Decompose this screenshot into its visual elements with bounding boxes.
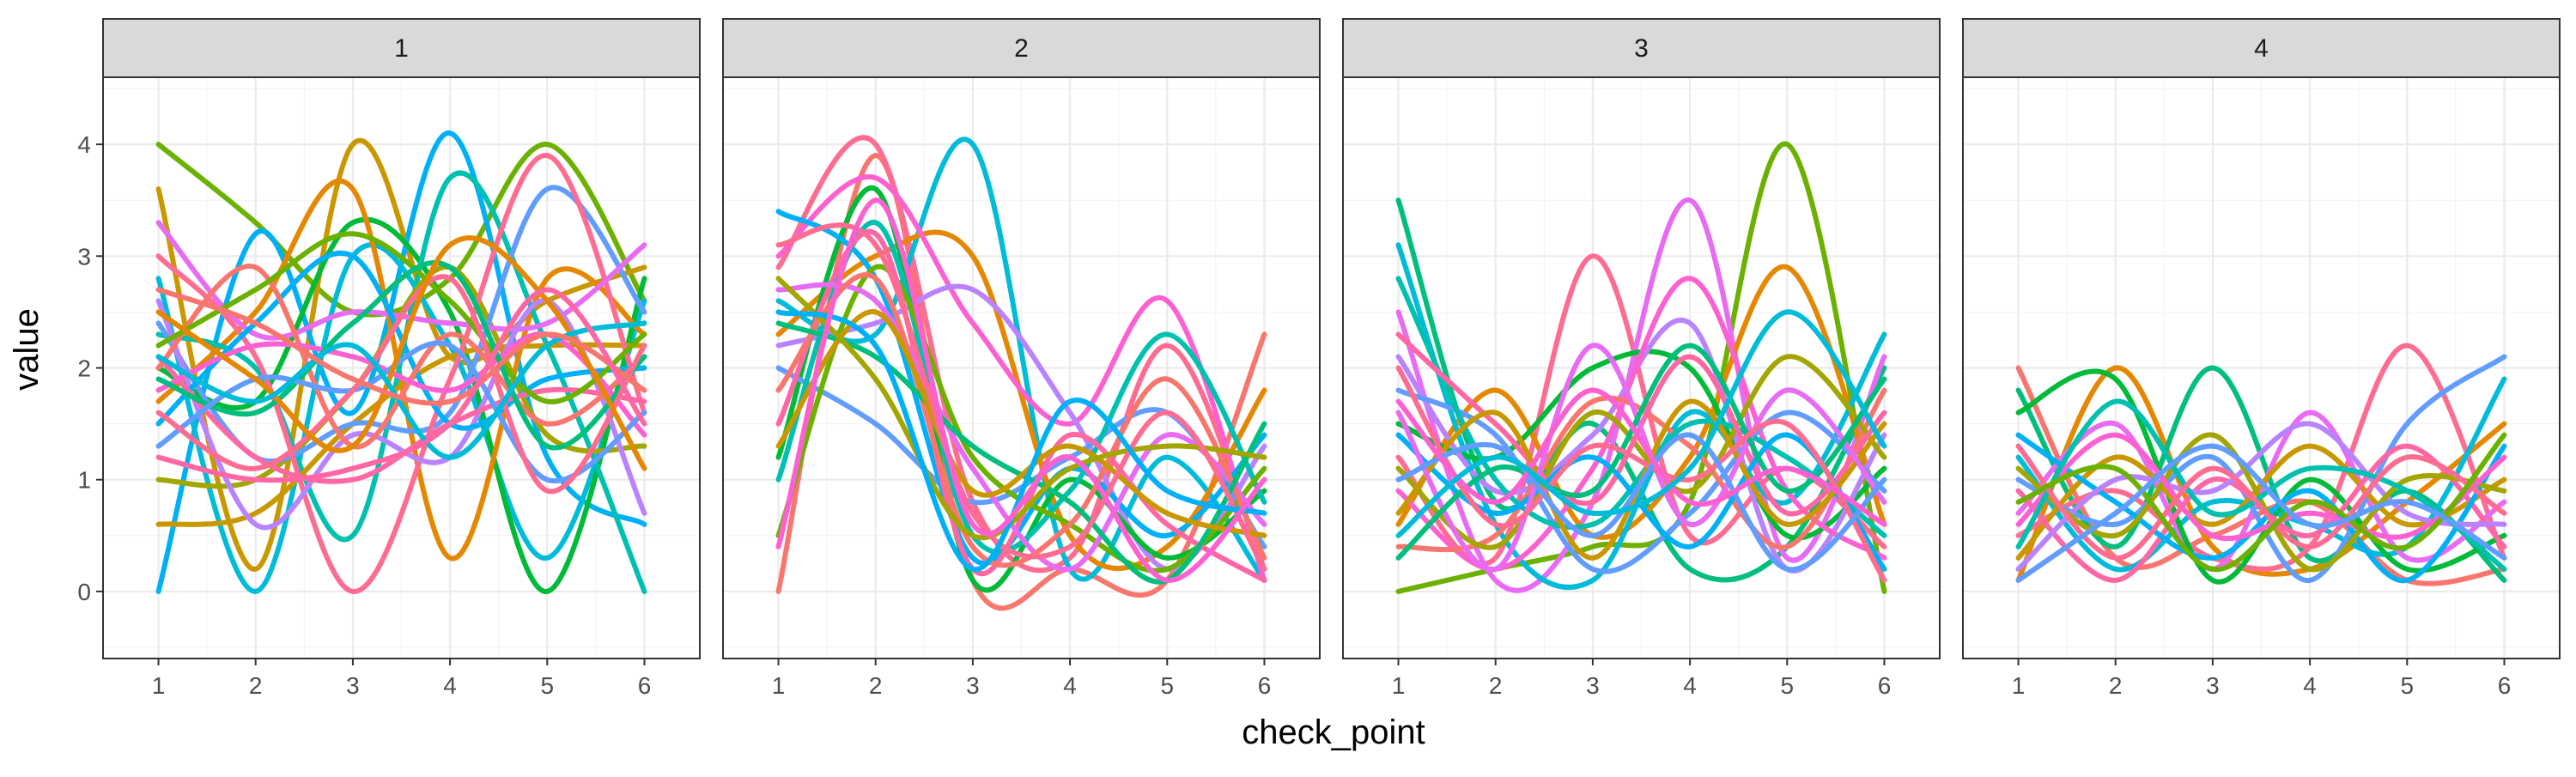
x-tick-label: 2 [1489,672,1503,699]
series-line-4 [155,242,647,594]
strip-background [102,18,701,78]
series-line-14 [775,272,1267,568]
x-tick-label: 1 [772,672,786,699]
x-tick-label: 1 [1392,672,1406,699]
series-line-2 [775,135,1267,574]
series-line-17 [155,331,647,438]
series-line-19 [155,259,647,451]
x-tick-label: 2 [249,672,263,699]
series-line-12 [775,228,1267,583]
facet-panel-1: 1 1 2 3 4 5 6 0 1 2 3 4 [77,18,701,699]
x-tick-label: 5 [540,672,554,699]
strip-label: 4 [2254,34,2269,63]
y-tick-label: 4 [77,131,91,158]
series-line-15 [1395,432,1887,572]
x-axis-title: check_point [1242,713,1425,751]
series-line-6 [155,179,647,562]
x-tick-label: 4 [1683,672,1697,699]
series-line-18 [2015,443,2507,583]
facet-panel-4: 4 1 2 3 4 5 6 [1962,18,2561,699]
series-line-12 [2015,421,2507,572]
x-tick-label: 6 [1878,672,1892,699]
x-tick-label: 2 [2109,672,2123,699]
series-line-11 [155,153,647,594]
series-line-14 [1395,331,1887,517]
x-tick-label: 3 [2206,672,2220,699]
series-line-24 [155,287,647,406]
series-line-22 [155,235,647,471]
series-line-17 [1395,343,1887,573]
x-tick-label: 2 [869,672,883,699]
series-line-25 [155,287,647,483]
strip-background [722,18,1321,78]
series-line-15 [155,354,647,484]
series-line-21 [155,274,647,495]
series-line-19 [1395,365,1887,583]
series-group [775,135,1267,611]
series-line-4 [2015,343,2507,572]
series-line-22 [1395,309,1887,538]
strip-label: 1 [394,34,409,63]
series-line-5 [775,173,1267,583]
series-line-20 [1395,432,1887,573]
series-line-20 [155,340,647,484]
x-tick-label: 4 [443,672,457,699]
series-line-16 [155,263,647,450]
series-line-18 [155,231,647,404]
x-tick-label: 3 [1586,672,1600,699]
series-line-18 [775,222,1267,572]
x-tick-label: 6 [2498,672,2512,699]
x-tick-label: 4 [2303,672,2317,699]
series-line-7 [775,185,1267,593]
facet-panel-3: 3 1 2 3 4 5 6 [1342,18,1941,699]
series-line-15 [2015,398,2507,572]
series-group [155,131,647,594]
y-tick-label: 2 [77,355,91,382]
series-line-13 [1395,354,1887,550]
series-line-20 [775,197,1267,583]
x-tick-label: 5 [1160,672,1174,699]
series-group [2015,343,2507,586]
x-tick-label: 1 [2012,672,2026,699]
panels-layer: 1 1 2 3 4 5 6 0 1 2 3 4 2 1 2 3 4 5 6 3 1 2 3 4 5 6 4 1 2 3 4 5 6 [77,18,2561,699]
y-tick-label: 1 [77,467,91,494]
strip-label: 3 [1634,34,1649,63]
series-line-7 [2015,354,2507,583]
series-line-11 [1395,387,1887,553]
series-line-14 [2015,432,2507,542]
series-line-21 [1395,387,1887,527]
y-tick-label: 0 [77,579,91,605]
x-tick-label: 5 [1780,672,1794,699]
strip-background [1342,18,1941,78]
series-line-17 [2015,432,2507,572]
series-line-8 [2015,368,2507,585]
y-tick-label: 3 [77,243,91,270]
series-line-3 [775,137,1267,583]
x-tick-label: 3 [346,672,360,699]
x-tick-label: 5 [2400,672,2414,699]
series-line-16 [775,309,1267,538]
series-line-10 [1395,387,1887,574]
x-tick-label: 1 [152,672,166,699]
series-group [1395,141,1887,594]
series-line-4 [1395,197,1887,593]
series-line-19 [775,309,1267,572]
strip-background [1962,18,2561,78]
x-tick-label: 4 [1063,672,1077,699]
y-axis-title: value [8,308,46,391]
series-line-16 [2015,443,2507,561]
strip-label: 2 [1014,34,1029,63]
series-line-23 [155,320,647,460]
x-tick-label: 6 [1258,672,1272,699]
series-line-18 [1395,343,1887,561]
x-tick-label: 6 [638,672,652,699]
series-line-13 [2015,432,2507,573]
facet-panel-2: 2 1 2 3 4 5 6 [722,18,1321,699]
x-tick-label: 3 [966,672,980,699]
series-line-13 [775,282,1267,573]
